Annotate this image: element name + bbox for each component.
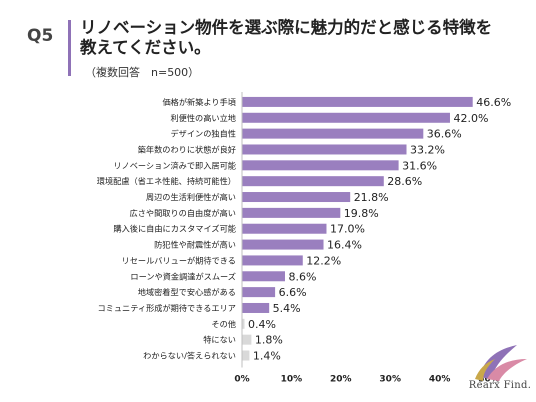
bar: [242, 176, 384, 187]
bar: [242, 239, 324, 250]
value-label: 21.8%: [354, 191, 389, 204]
value-label: 12.2%: [306, 254, 341, 267]
value-label: 36.6%: [427, 128, 462, 141]
bar: [242, 223, 327, 234]
x-tick-label: 20%: [330, 374, 352, 384]
bar: [242, 207, 341, 218]
rearx-find-logo-icon: [475, 345, 527, 381]
value-label: 42.0%: [453, 112, 488, 125]
chart-title: リノベーション物件を選ぶ際に魅力的だと感じる特徴を 教えてください。: [80, 18, 500, 58]
value-label: 1.8%: [255, 334, 283, 347]
category-label: リセールバリューが期待できる: [122, 255, 236, 265]
value-label: 5.4%: [273, 302, 301, 315]
bar: [242, 271, 285, 282]
bar: [242, 96, 473, 107]
value-label: 28.6%: [387, 175, 422, 188]
category-label: 価格が新築より手頃: [162, 97, 236, 107]
category-label: 周辺の生活利便性が高い: [146, 192, 236, 202]
category-label: 地域密着型で安心感がある: [138, 287, 236, 297]
value-label: 16.4%: [327, 239, 362, 252]
value-label: 17.0%: [330, 223, 365, 236]
value-label: 8.6%: [288, 270, 316, 283]
category-label: 特にない: [203, 335, 236, 345]
category-label: わからない/答えられない: [143, 351, 236, 361]
category-label: リノベーション済みで即入居可能: [113, 160, 236, 170]
value-label: 0.4%: [248, 318, 276, 331]
category-label: 環境配慮（省エネ性能、持続可能性）: [97, 176, 236, 186]
bar: [242, 302, 270, 313]
bar: [242, 287, 276, 298]
category-label: その他: [211, 319, 236, 329]
x-tick-label: 50%: [478, 374, 500, 384]
category-label: 防犯性や耐震性が高い: [154, 240, 236, 250]
category-label: 広さや間取りの自由度が高い: [130, 208, 236, 218]
bar: [242, 160, 399, 171]
x-tick-label: 10%: [281, 374, 303, 384]
x-tick-label: 30%: [379, 374, 401, 384]
category-label: ローンや資金調達がスムーズ: [130, 271, 236, 281]
bar: [242, 334, 252, 345]
category-label: コミュニティ形成が期待できるエリア: [97, 303, 236, 313]
x-tick-label: 40%: [429, 374, 451, 384]
bar: [242, 144, 407, 155]
value-label: 33.2%: [410, 143, 445, 156]
bar: [242, 112, 450, 123]
category-label: 購入後に自由にカスタマイズ可能: [113, 224, 236, 234]
x-tick-label: 0%: [234, 374, 249, 384]
bar: [242, 128, 424, 139]
chart-subtitle: （複数回答 n=500）: [85, 66, 200, 79]
category-label: 利便性の高い立地: [170, 113, 236, 123]
bar: [242, 318, 245, 329]
title-accent-bar: [68, 20, 71, 76]
bar: [242, 350, 250, 361]
value-label: 1.4%: [253, 350, 281, 363]
value-label: 31.6%: [402, 159, 437, 172]
bar: [242, 192, 351, 203]
category-label: 築年数のわりに状態が良好: [138, 144, 236, 154]
chart-title-line-2: 教えてください。: [80, 38, 211, 57]
chart-title-line-1: リノベーション物件を選ぶ際に魅力的だと感じる特徴を: [80, 18, 493, 37]
value-label: 6.6%: [279, 286, 307, 299]
question-number: Q5: [27, 26, 54, 46]
value-label: 19.8%: [344, 207, 379, 220]
logo-text: Rearx Find.: [468, 380, 532, 391]
category-label: デザインの独自性: [170, 129, 236, 139]
value-label: 46.6%: [476, 96, 511, 109]
bar: [242, 255, 303, 266]
